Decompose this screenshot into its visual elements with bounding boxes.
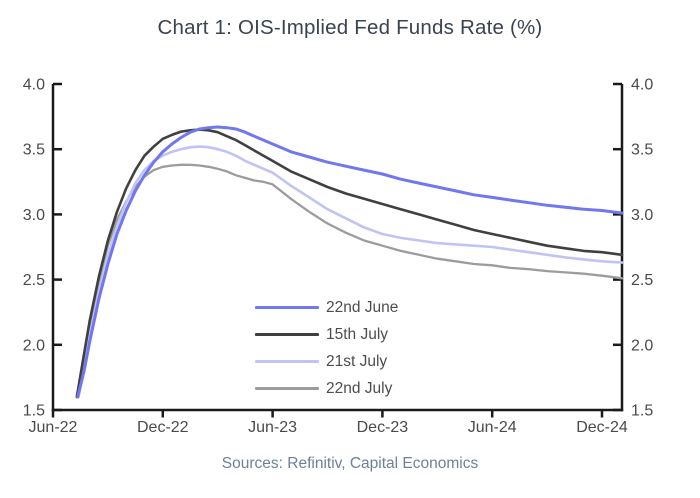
svg-text:Dec-23: Dec-23 [357, 419, 409, 436]
legend-item-15th-july: 15th July [255, 321, 398, 348]
legend-label: 22nd July [326, 379, 393, 397]
legend-label: 22nd June [326, 298, 399, 316]
svg-text:3.5: 3.5 [631, 142, 653, 159]
svg-text:2.5: 2.5 [631, 272, 653, 289]
svg-text:3.0: 3.0 [631, 207, 653, 224]
svg-text:2.5: 2.5 [23, 272, 45, 289]
svg-text:3.5: 3.5 [23, 142, 45, 159]
legend-line-swatch [255, 306, 319, 309]
svg-text:1.5: 1.5 [23, 403, 45, 420]
legend-item-22nd-july: 22nd July [255, 375, 398, 402]
svg-text:4.0: 4.0 [631, 77, 653, 94]
legend-line-swatch [255, 333, 319, 336]
svg-text:3.0: 3.0 [23, 207, 45, 224]
svg-text:2.0: 2.0 [631, 337, 653, 354]
legend-item-22nd-june: 22nd June [255, 294, 398, 321]
sources-note: Sources: Refinitiv, Capital Economics [221, 455, 479, 472]
legend-label: 21st July [326, 352, 388, 370]
svg-text:Dec-22: Dec-22 [137, 419, 189, 436]
legend-line-swatch [255, 387, 319, 390]
svg-text:2.0: 2.0 [23, 337, 45, 354]
svg-text:1.5: 1.5 [631, 403, 653, 420]
legend: 22nd June 15th July 21st July 22nd July [255, 294, 398, 402]
legend-line-swatch [255, 360, 319, 363]
svg-text:Jun-23: Jun-23 [248, 419, 297, 436]
svg-text:Dec-24: Dec-24 [576, 419, 628, 436]
svg-text:Jun-24: Jun-24 [468, 419, 517, 436]
chart-title: Chart 1: OIS-Implied Fed Funds Rate (%) [157, 16, 543, 39]
svg-text:Jun-22: Jun-22 [29, 419, 78, 436]
legend-item-21st-july: 21st July [255, 348, 398, 375]
svg-text:4.0: 4.0 [23, 77, 45, 94]
legend-label: 15th July [326, 325, 389, 343]
